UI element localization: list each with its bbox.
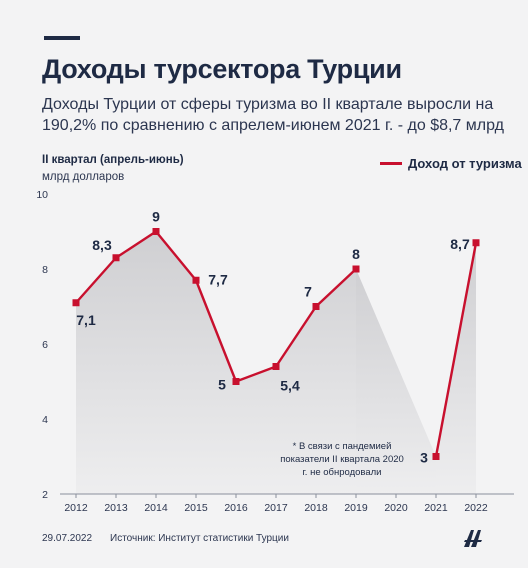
legend-label: Доход от туризма xyxy=(408,156,522,171)
y-tick-label: 8 xyxy=(42,264,48,276)
series-line-1 xyxy=(434,242,478,457)
data-label: 7,7 xyxy=(208,271,228,287)
y-tick-label: 2 xyxy=(42,489,48,501)
data-label: 8,3 xyxy=(92,237,112,253)
x-tick-label: 2014 xyxy=(144,502,168,514)
area-fill-2 xyxy=(356,269,436,494)
legend-swatch xyxy=(380,162,402,165)
footer-date: 29.07.2022 xyxy=(42,533,93,544)
data-label: 8 xyxy=(352,246,360,262)
legend: Доход от туризма xyxy=(380,156,522,171)
x-tick-label: 2016 xyxy=(224,502,248,514)
x-tick-label: 2015 xyxy=(184,502,208,514)
data-point xyxy=(232,378,240,385)
data-label: 3 xyxy=(420,450,428,466)
x-tick-label: 2012 xyxy=(64,502,88,514)
data-point xyxy=(352,265,360,273)
top-rule xyxy=(44,36,80,40)
line-chart: 2 4 6 8 10 2012 2013 2014 2015 2016 2017 2018 2019 20… xyxy=(36,189,514,514)
area-fill-0 xyxy=(76,231,356,494)
unit-label: млрд долларов xyxy=(42,171,125,183)
series-line-0 xyxy=(75,230,357,383)
data-point xyxy=(152,228,160,235)
x-tick-label: 2020 xyxy=(384,502,408,514)
x-tick-label: 2019 xyxy=(344,502,368,514)
data-point xyxy=(432,453,440,460)
aa-logo-icon xyxy=(464,530,482,547)
pandemic-note: * В связи с пандемией показатели II квар… xyxy=(280,441,404,478)
data-point xyxy=(472,239,480,247)
chart-title: Доходы турсектора Турции xyxy=(42,54,402,84)
data-label: 9 xyxy=(152,209,160,225)
data-label: 5,4 xyxy=(280,378,300,394)
area-fill-1 xyxy=(436,242,476,494)
data-point xyxy=(312,303,320,310)
x-tick-label: 2013 xyxy=(104,502,128,514)
data-point xyxy=(192,276,200,284)
y-tick-label: 10 xyxy=(36,189,48,201)
data-label: 7,1 xyxy=(76,312,96,328)
data-point xyxy=(272,363,280,370)
data-label: 5 xyxy=(218,377,226,393)
chart-subtitle: Доходы Турции от сферы туризма во II ква… xyxy=(42,96,504,134)
data-point xyxy=(72,299,80,307)
y-tick-label: 4 xyxy=(42,414,48,426)
data-label: 7 xyxy=(304,284,312,300)
x-tick-label: 2021 xyxy=(424,502,448,514)
data-label: 8,7 xyxy=(450,236,470,252)
x-tick-label: 2018 xyxy=(304,502,328,514)
period-label: II квартал (апрель-июнь) xyxy=(42,154,184,166)
data-point xyxy=(112,254,120,262)
x-tick-label: 2017 xyxy=(264,502,288,514)
x-tick-label: 2022 xyxy=(464,502,488,514)
y-tick-label: 6 xyxy=(42,339,48,351)
footer-source: Источник: Институт статистики Турции xyxy=(110,533,289,544)
